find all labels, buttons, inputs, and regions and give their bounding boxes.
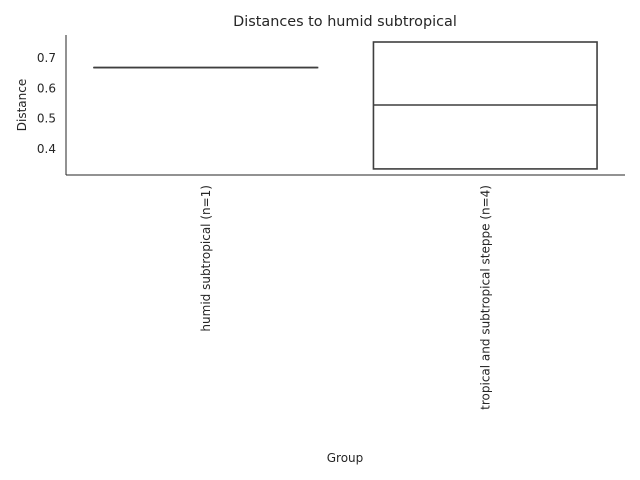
y-tick-label: 0.7 bbox=[37, 51, 56, 65]
y-tick-label: 0.4 bbox=[37, 142, 56, 156]
y-tick-label: 0.6 bbox=[37, 81, 56, 95]
y-axis-label: Distance bbox=[15, 79, 29, 131]
chart-title: Distances to humid subtropical bbox=[233, 14, 457, 30]
y-tick-label: 0.5 bbox=[37, 112, 56, 126]
x-axis-label: Group bbox=[327, 451, 364, 465]
x-tick-label: tropical and subtropical steppe (n=4) bbox=[478, 185, 492, 410]
box-plots bbox=[93, 41, 598, 170]
x-ticks: humid subtropical (n=1) tropical and subt… bbox=[199, 185, 493, 410]
y-ticks: 0.4 0.5 0.6 0.7 bbox=[37, 51, 56, 156]
x-tick-label: humid subtropical (n=1) bbox=[199, 185, 213, 332]
